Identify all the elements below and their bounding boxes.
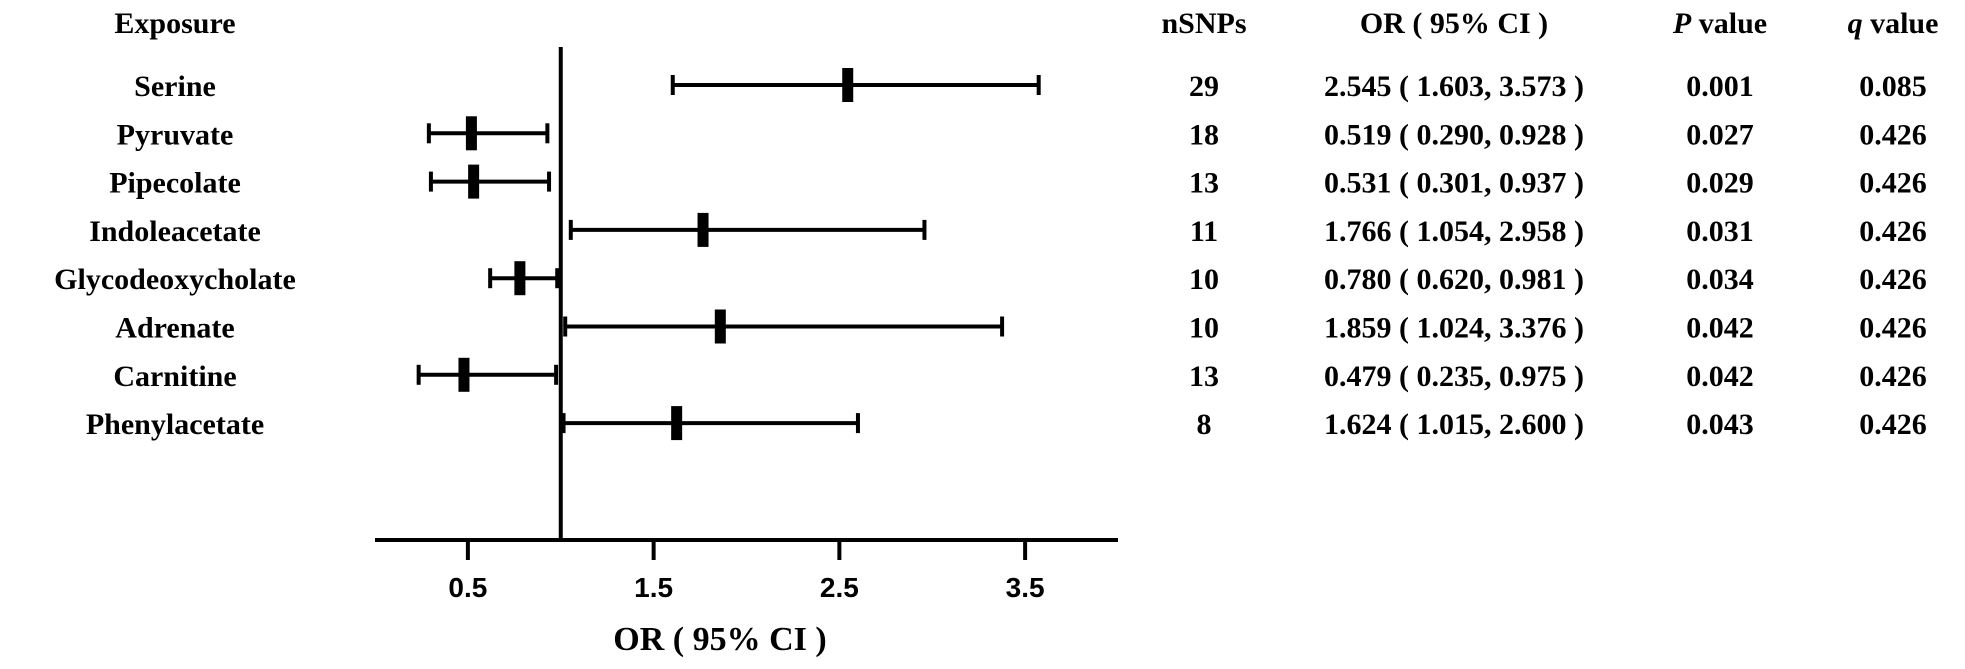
nsnps-cell: 10 [1189, 263, 1219, 296]
or-ci-cell: 0.479 ( 0.235, 0.975 ) [1324, 360, 1584, 393]
exposure-label: Indoleacetate [89, 215, 261, 248]
x-tick-label: 1.5 [634, 572, 673, 603]
nsnps-cell: 10 [1189, 312, 1219, 345]
x-tick-label: 0.5 [448, 572, 487, 603]
exposure-label: Serine [134, 70, 216, 103]
q-value-cell: 0.426 [1859, 215, 1927, 248]
rows-layer: Serine 29 2.545 ( 1.603, 3.573 ) 0.001 0.085… [54, 70, 1927, 441]
exposure-label: Pipecolate [109, 167, 241, 200]
header-q-value: q value [1848, 7, 1939, 40]
or-point-estimate [714, 309, 726, 344]
or-point-estimate [514, 261, 526, 296]
or-ci-cell: 0.531 ( 0.301, 0.937 ) [1324, 167, 1584, 200]
p-value-cell: 0.043 [1686, 408, 1754, 441]
header-q-italic: q [1848, 7, 1863, 40]
q-value-cell: 0.426 [1859, 360, 1927, 393]
x-tick-label: 2.5 [820, 572, 859, 603]
q-value-cell: 0.426 [1859, 118, 1927, 151]
or-point-estimate [697, 212, 709, 247]
exposure-label: Adrenate [115, 312, 234, 345]
p-value-cell: 0.042 [1686, 312, 1754, 345]
nsnps-cell: 18 [1189, 118, 1219, 151]
or-point-estimate [458, 357, 470, 392]
exposure-label: Phenylacetate [86, 408, 264, 441]
q-value-cell: 0.426 [1859, 312, 1927, 345]
or-ci-cell: 1.624 ( 1.015, 2.600 ) [1324, 408, 1584, 441]
header-q-rest: value [1863, 7, 1939, 40]
or-ci-cell: 0.519 ( 0.290, 0.928 ) [1324, 118, 1584, 151]
nsnps-cell: 8 [1197, 408, 1212, 441]
q-value-cell: 0.426 [1859, 167, 1927, 200]
header-or-ci: OR ( 95% CI ) [1360, 7, 1548, 40]
p-value-cell: 0.031 [1686, 215, 1754, 248]
p-value-cell: 0.029 [1686, 167, 1754, 200]
header-p-rest: value [1691, 7, 1767, 40]
or-ci-cell: 1.859 ( 1.024, 3.376 ) [1324, 312, 1584, 345]
p-value-cell: 0.042 [1686, 360, 1754, 393]
x-tick-label: 3.5 [1006, 572, 1045, 603]
or-ci-cell: 0.780 ( 0.620, 0.981 ) [1324, 263, 1584, 296]
exposure-label: Glycodeoxycholate [54, 263, 296, 296]
x-axis-ticks: 0.5 1.5 2.5 3.5 [448, 540, 1045, 603]
header-p-italic: P [1672, 7, 1692, 40]
q-value-cell: 0.085 [1859, 70, 1927, 103]
or-ci-cell: 2.545 ( 1.603, 3.573 ) [1324, 70, 1584, 103]
exposure-label: Pyruvate [117, 118, 234, 151]
nsnps-cell: 13 [1189, 167, 1219, 200]
q-value-cell: 0.426 [1859, 408, 1927, 441]
p-value-cell: 0.027 [1686, 118, 1754, 151]
nsnps-cell: 11 [1190, 215, 1218, 248]
header-p-value: P value [1672, 7, 1767, 40]
q-value-cell: 0.426 [1859, 263, 1927, 296]
p-value-cell: 0.034 [1686, 263, 1754, 296]
or-point-estimate [468, 164, 480, 199]
exposure-label: Carnitine [113, 360, 236, 393]
x-axis-label: OR ( 95% CI ) [613, 621, 826, 658]
header-exposure: Exposure [114, 7, 235, 40]
or-point-estimate [671, 406, 683, 441]
or-ci-cell: 1.766 ( 1.054, 2.958 ) [1324, 215, 1584, 248]
p-value-cell: 0.001 [1686, 70, 1754, 103]
nsnps-cell: 13 [1189, 360, 1219, 393]
or-point-estimate [465, 116, 477, 151]
header-nsnps: nSNPs [1161, 7, 1246, 40]
marks-layer [416, 68, 1041, 441]
or-point-estimate [842, 68, 854, 102]
nsnps-cell: 29 [1189, 70, 1219, 103]
